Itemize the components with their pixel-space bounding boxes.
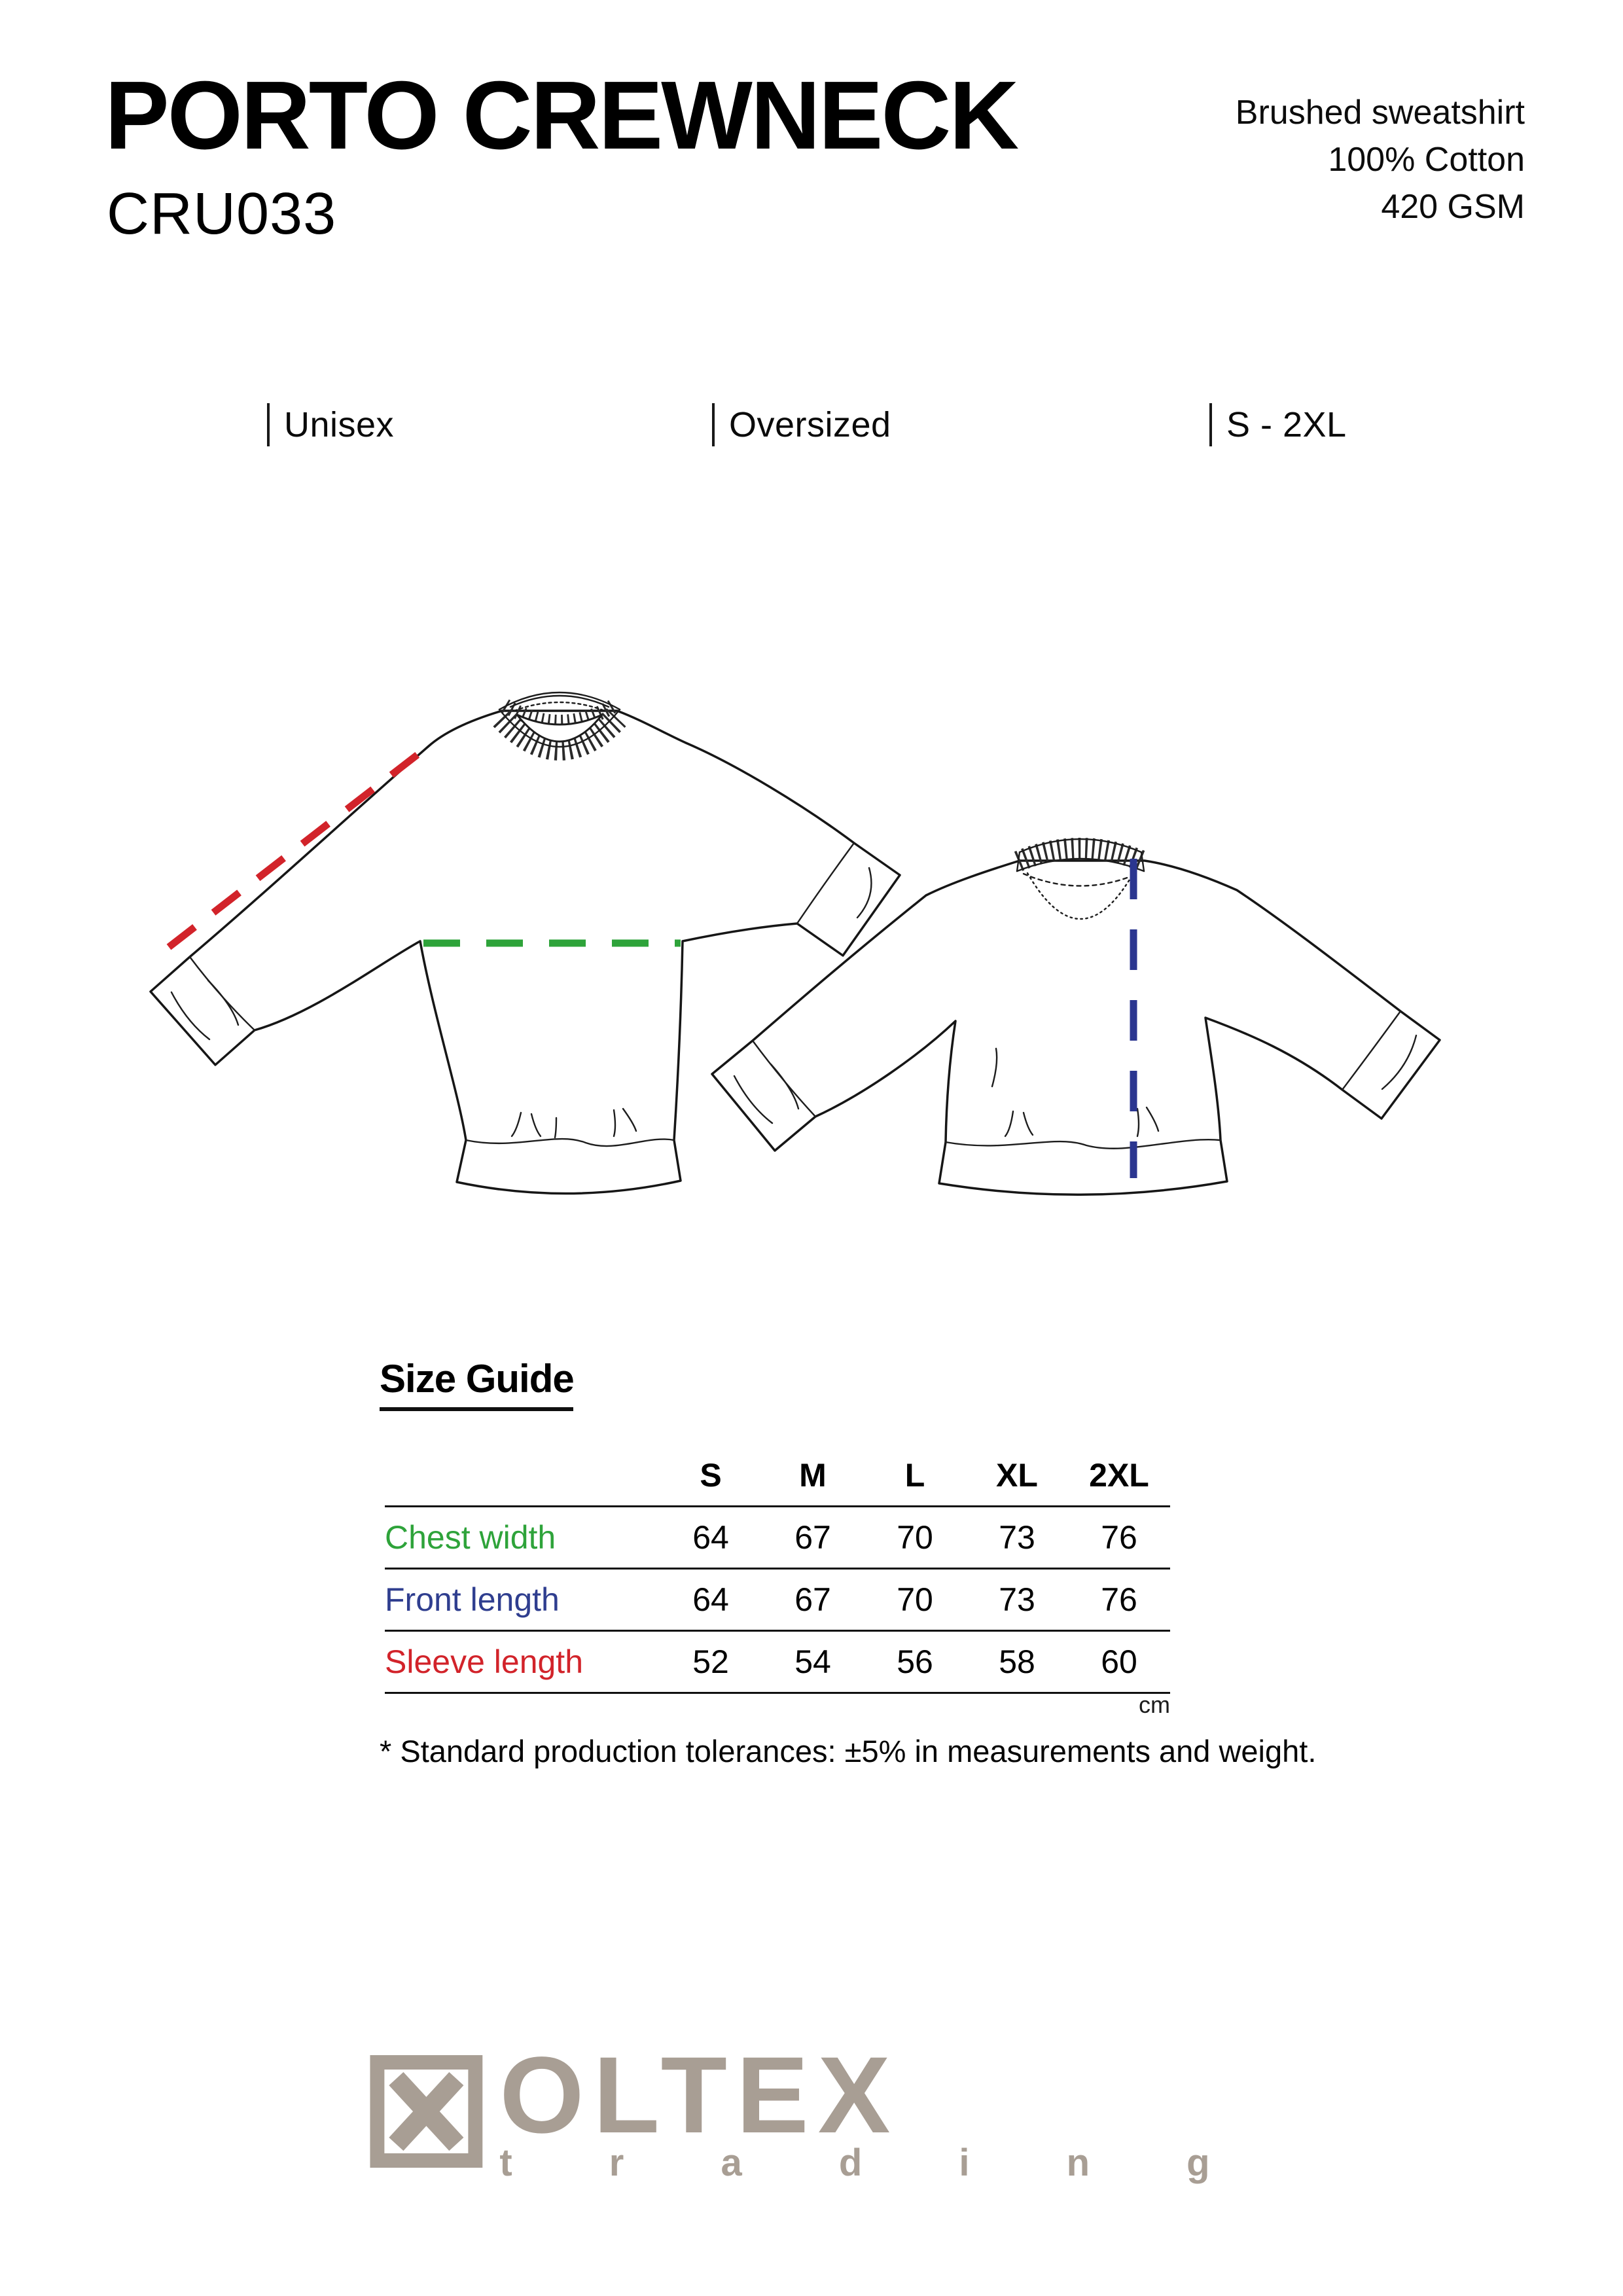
attribute-divider bbox=[712, 403, 715, 446]
attribute-label: Oversized bbox=[729, 405, 891, 444]
value-cell: 70 bbox=[897, 1581, 933, 1618]
value-cell: 73 bbox=[999, 1519, 1035, 1556]
attribute-cut: Oversized bbox=[712, 402, 891, 448]
attribute-label: S - 2XL bbox=[1226, 405, 1347, 444]
back-view-drawing bbox=[711, 838, 1441, 1196]
product-title: PORTO CREWNECK bbox=[105, 62, 1019, 170]
row-label: Front length bbox=[385, 1581, 560, 1618]
brand-logo: OLTEX t r a d i n g bbox=[370, 2035, 1253, 2184]
product-code: CRU033 bbox=[107, 181, 337, 247]
size-guide-table: S M L XL 2XL Chest width 64 67 70 73 76 … bbox=[385, 1445, 1170, 1694]
row-label: Chest width bbox=[385, 1519, 556, 1556]
logo-text: OLTEX bbox=[499, 2035, 900, 2156]
column-header: XL bbox=[996, 1457, 1038, 1494]
value-cell: 67 bbox=[794, 1581, 831, 1618]
value-cell: 67 bbox=[794, 1519, 831, 1556]
table-row-sleeve-length: Sleeve length 52 54 56 58 60 bbox=[385, 1632, 1170, 1694]
attribute-fit: Unisex bbox=[267, 402, 394, 448]
row-label: Sleeve length bbox=[385, 1643, 584, 1680]
spec-weight: 420 GSM bbox=[1381, 188, 1525, 226]
attribute-label: Unisex bbox=[284, 405, 395, 444]
unit-label: cm bbox=[1139, 1691, 1170, 1718]
logo-text-block: OLTEX t r a d i n g bbox=[499, 2035, 1253, 2184]
value-cell: 76 bbox=[1101, 1519, 1137, 1556]
value-cell: 52 bbox=[692, 1643, 729, 1680]
value-cell: 64 bbox=[692, 1519, 729, 1556]
tolerance-footnote: * Standard production tolerances: ±5% in… bbox=[380, 1734, 1317, 1768]
value-cell: 76 bbox=[1101, 1581, 1137, 1618]
logo-subtext: t r a d i n g bbox=[499, 2142, 1253, 2184]
size-guide-underline bbox=[380, 1407, 573, 1411]
column-header: 2XL bbox=[1089, 1457, 1149, 1494]
value-cell: 70 bbox=[897, 1519, 933, 1556]
attribute-divider bbox=[1209, 403, 1212, 446]
product-specs: Brushed sweatshirt 100% Cotton 420 GSM bbox=[1236, 89, 1525, 230]
column-header: S bbox=[700, 1457, 722, 1494]
size-table-header-row: S M L XL 2XL bbox=[385, 1445, 1170, 1507]
value-cell: 58 bbox=[999, 1643, 1035, 1680]
garment-diagram bbox=[149, 691, 1441, 1196]
column-header: L bbox=[904, 1457, 925, 1494]
spec-material: Brushed sweatshirt bbox=[1235, 94, 1525, 132]
table-row-chest-width: Chest width 64 67 70 73 76 bbox=[385, 1507, 1170, 1570]
attribute-sizes: S - 2XL bbox=[1209, 402, 1347, 448]
column-header: M bbox=[799, 1457, 827, 1494]
value-cell: 56 bbox=[897, 1643, 933, 1680]
size-guide-heading: Size Guide bbox=[380, 1357, 575, 1401]
spec-composition: 100% Cotton bbox=[1328, 141, 1525, 179]
value-cell: 64 bbox=[692, 1581, 729, 1618]
value-cell: 60 bbox=[1101, 1643, 1137, 1680]
front-view-drawing bbox=[149, 691, 901, 1195]
logo-box-x-icon bbox=[370, 2055, 483, 2168]
value-cell: 73 bbox=[999, 1581, 1035, 1618]
table-row-front-length: Front length 64 67 70 73 76 bbox=[385, 1570, 1170, 1632]
attribute-divider bbox=[267, 403, 270, 446]
value-cell: 54 bbox=[794, 1643, 831, 1680]
